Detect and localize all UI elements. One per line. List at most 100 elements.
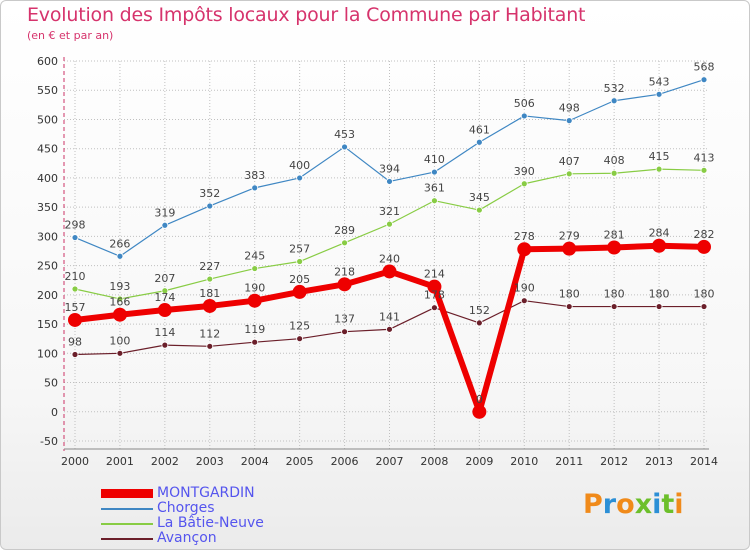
data-point-avancon (206, 342, 214, 350)
data-point-avancon (431, 304, 438, 312)
data-point-montgardin (337, 277, 352, 292)
x-tick-label: 2006 (331, 455, 359, 468)
data-point-montgardin (517, 242, 532, 257)
data-point-montgardin (427, 279, 442, 294)
data-point-chorges (71, 234, 79, 241)
y-tick-label: 300 (37, 230, 58, 243)
legend-item-la-batie-neuve: La Bâtie-Neuve (101, 516, 341, 531)
legend: MONTGARDIN Chorges La Bâtie-Neuve Avanço… (101, 486, 341, 546)
data-label-chorges: 266 (109, 237, 130, 250)
axis-layer: -50 0 50 100 150 200 250 300 350 400 450 500 550 600 2… (37, 55, 718, 468)
data-label-la-batie-neuve: 227 (199, 260, 220, 273)
data-point-montgardin (472, 404, 487, 419)
data-point-avancon (610, 303, 618, 310)
y-tick-label: 200 (37, 289, 58, 302)
data-point-avancon (475, 319, 483, 327)
data-point-chorges (610, 97, 618, 105)
data-label-la-batie-neuve: 289 (334, 224, 355, 237)
data-label-montgardin: 218 (334, 265, 355, 278)
legend-swatch-la-batie-neuve (101, 523, 153, 525)
data-point-chorges (565, 117, 573, 125)
data-label-chorges: 352 (199, 187, 220, 200)
y-tick-label: 450 (37, 143, 58, 156)
y-tick-label: 400 (37, 172, 58, 185)
y-tick-label: 500 (37, 113, 58, 126)
data-point-chorges (206, 202, 214, 210)
data-label-chorges: 394 (379, 162, 400, 175)
y-tick-label: 0 (51, 406, 58, 419)
data-label-montgardin: 181 (199, 287, 220, 300)
data-label-avancon: 190 (514, 282, 535, 295)
data-point-la-batie-neuve (565, 170, 573, 178)
data-point-montgardin (68, 312, 82, 327)
legend-item-avancon: Avançon (101, 531, 341, 546)
data-point-montgardin (697, 239, 711, 254)
grid-layer (64, 60, 709, 449)
x-tick-label: 2000 (61, 455, 89, 468)
data-label-montgardin: 278 (514, 230, 535, 243)
data-label-la-batie-neuve: 210 (65, 270, 86, 283)
data-label-la-batie-neuve: 408 (604, 154, 625, 167)
data-label-avancon: 100 (109, 334, 130, 347)
data-label-la-batie-neuve: 207 (154, 272, 175, 285)
data-point-montgardin (562, 241, 577, 256)
data-label-avancon: 137 (334, 313, 355, 326)
data-point-chorges (296, 174, 304, 182)
logo-letter: P (583, 489, 603, 520)
data-label-montgardin: 166 (109, 296, 130, 309)
data-label-chorges: 298 (65, 219, 86, 232)
legend-item-chorges: Chorges (101, 501, 341, 516)
data-label-chorges: 506 (514, 97, 535, 110)
data-point-avancon (71, 351, 79, 358)
data-label-avancon: 125 (289, 320, 310, 333)
data-label-avancon: 141 (379, 310, 400, 323)
legend-label-la-batie-neuve: La Bâtie-Neuve (157, 515, 264, 531)
chart-subtitle: (en € et par an) (27, 29, 114, 42)
data-point-montgardin (652, 238, 667, 253)
x-tick-label: 2007 (376, 455, 404, 468)
data-point-chorges (655, 90, 663, 98)
data-label-avancon: 180 (694, 288, 715, 301)
x-tick-label: 2012 (600, 455, 628, 468)
chart-title: Evolution des Impôts locaux pour la Comm… (27, 4, 586, 26)
logo-letter: i (652, 489, 662, 520)
data-label-la-batie-neuve: 413 (694, 151, 715, 164)
data-point-chorges (341, 143, 348, 151)
x-tick-label: 2014 (690, 455, 718, 468)
x-tick-label: 2008 (420, 455, 448, 468)
legend-label-avancon: Avançon (157, 530, 217, 546)
logo-letter: x (634, 489, 653, 520)
logo-letter: i (674, 489, 684, 520)
data-point-la-batie-neuve (341, 239, 348, 247)
data-label-avancon: 178 (424, 289, 445, 302)
data-point-chorges (520, 112, 528, 120)
data-label-chorges: 461 (469, 123, 490, 136)
y-tick-label: -50 (40, 435, 58, 448)
data-point-la-batie-neuve (251, 265, 259, 272)
data-label-layer: 98 100 114 112 119 125 137 141 178 152 190 180 180 18… (65, 61, 715, 406)
legend-label-montgardin: MONTGARDIN (157, 485, 255, 501)
data-point-avancon (520, 297, 528, 305)
y-tick-label: 150 (37, 318, 58, 331)
data-point-avancon (161, 341, 169, 349)
data-label-montgardin: 174 (154, 291, 175, 304)
data-label-chorges: 543 (649, 75, 670, 88)
data-point-montgardin (202, 298, 217, 313)
data-point-chorges (161, 221, 169, 229)
data-point-la-batie-neuve (71, 285, 79, 293)
data-label-montgardin: 157 (65, 301, 86, 314)
data-label-montgardin: 281 (604, 228, 625, 241)
data-label-avancon: 114 (154, 326, 175, 339)
data-label-la-batie-neuve: 321 (379, 205, 400, 218)
data-label-la-batie-neuve: 407 (559, 155, 580, 168)
data-point-la-batie-neuve (700, 166, 708, 174)
data-point-montgardin (607, 240, 622, 255)
data-label-avancon: 180 (559, 288, 580, 301)
data-label-chorges: 410 (424, 153, 445, 166)
data-point-montgardin (157, 303, 172, 318)
data-label-chorges: 498 (559, 102, 580, 115)
data-point-la-batie-neuve (431, 197, 438, 205)
data-point-chorges (475, 138, 483, 146)
data-label-la-batie-neuve: 361 (424, 182, 445, 195)
x-tick-label: 2004 (241, 455, 269, 468)
